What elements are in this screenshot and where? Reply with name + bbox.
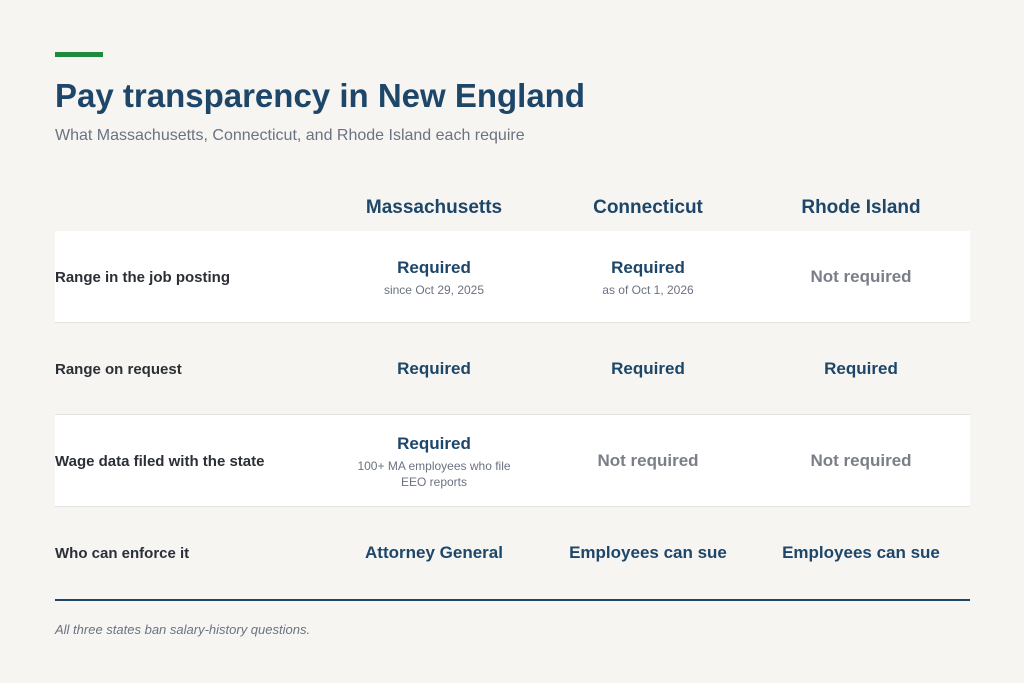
row-label: Who can enforce it [55, 544, 190, 562]
status-text: Required [397, 433, 471, 453]
status-text: Required [611, 257, 685, 277]
cell-connecticut: Required as of Oct 1, 2026 [541, 231, 755, 323]
status-note: since Oct 29, 2025 [383, 282, 485, 297]
status-text: Attorney General [365, 543, 503, 562]
status-text: Employees can sue [782, 543, 940, 562]
cell-rhode-island: Not required [754, 415, 968, 507]
cell-massachusetts: Required 100+ MA employees who file EEO … [327, 415, 541, 507]
status-text: Required [397, 359, 471, 378]
table-row-wage-data: Wage data filed with the state Required … [55, 415, 970, 507]
bottom-divider [55, 599, 970, 601]
table-row-enforcement: Who can enforce it Attorney General Empl… [55, 507, 970, 599]
status-text: Not required [810, 451, 912, 470]
footnote: All three states ban salary-history ques… [55, 622, 311, 637]
cell-connecticut: Not required [541, 415, 755, 507]
status-text: Not required [810, 267, 912, 286]
page-title: Pay transparency in New England [55, 77, 585, 114]
row-label: Wage data filed with the state [55, 452, 265, 470]
page-subtitle: What Massachusetts, Connecticut, and Rho… [55, 127, 525, 144]
row-label: Range on request [55, 360, 182, 378]
status-text: Required [397, 257, 471, 277]
table-header-row: Massachusetts Connecticut Rhode Island [55, 186, 970, 231]
status-text: Employees can sue [569, 543, 727, 562]
table-row-range-in-posting: Range in the job posting Required since … [55, 231, 970, 323]
cell-massachusetts: Attorney General [327, 507, 541, 599]
column-header-massachusetts: Massachusetts [365, 197, 503, 218]
table-row-range-on-request: Range on request Required Required Requi… [55, 323, 970, 415]
cell-massachusetts: Required since Oct 29, 2025 [327, 231, 541, 323]
status-text: Not required [597, 451, 699, 470]
cell-connecticut: Required [541, 323, 755, 415]
row-label: Range in the job posting [55, 268, 230, 286]
accent-bar [55, 52, 103, 57]
cell-massachusetts: Required [327, 323, 541, 415]
cell-rhode-island: Required [754, 323, 968, 415]
status-text: Required [824, 359, 898, 378]
cell-rhode-island: Employees can sue [754, 507, 968, 599]
column-header-connecticut: Connecticut [593, 197, 703, 218]
column-header-rhode-island: Rhode Island [801, 197, 921, 218]
comparison-table: Massachusetts Connecticut Rhode Island R… [55, 186, 970, 599]
status-note: as of Oct 1, 2026 [602, 282, 694, 297]
status-note: 100+ MA employees who file EEO reports [357, 458, 511, 489]
status-text: Required [611, 359, 685, 378]
cell-rhode-island: Not required [754, 231, 968, 323]
cell-connecticut: Employees can sue [541, 507, 755, 599]
